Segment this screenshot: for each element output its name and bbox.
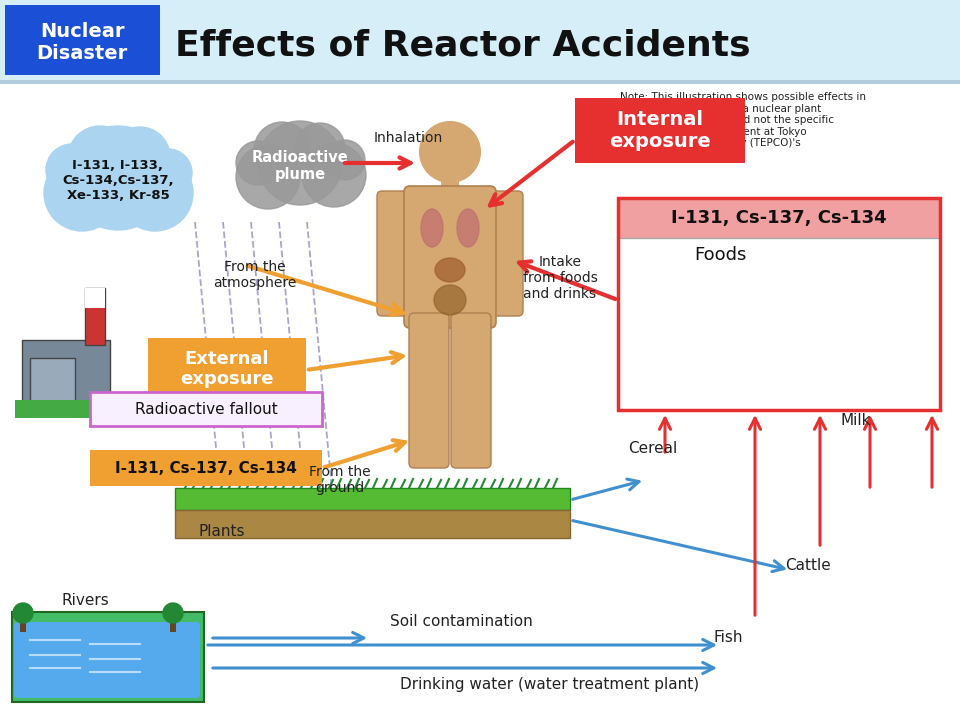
FancyBboxPatch shape <box>409 313 449 468</box>
Text: Fish: Fish <box>713 631 743 646</box>
Bar <box>15 400 120 418</box>
Bar <box>170 618 176 632</box>
Text: Plants: Plants <box>199 524 245 539</box>
Text: Cattle: Cattle <box>785 557 830 572</box>
Text: Soil contamination: Soil contamination <box>390 614 533 629</box>
Text: Note: This illustration shows possible effects in
general in the event of a nucl: Note: This illustration shows possible e… <box>620 92 866 160</box>
Circle shape <box>163 603 183 623</box>
Circle shape <box>46 144 98 196</box>
Text: Inhalation: Inhalation <box>373 131 443 145</box>
Bar <box>90 450 322 486</box>
Text: Radioactive fallout: Radioactive fallout <box>134 402 277 416</box>
Bar <box>175 488 570 510</box>
Circle shape <box>117 155 193 231</box>
Text: Intake
from foods
and drinks: Intake from foods and drinks <box>522 255 597 301</box>
Circle shape <box>68 126 132 190</box>
Ellipse shape <box>421 209 443 247</box>
FancyBboxPatch shape <box>404 186 496 328</box>
Text: Milk: Milk <box>841 413 872 428</box>
Circle shape <box>420 122 480 182</box>
Text: From the
atmosphere: From the atmosphere <box>213 260 297 290</box>
Text: Nuclear
Disaster: Nuclear Disaster <box>36 22 128 63</box>
Bar <box>175 510 570 538</box>
Circle shape <box>110 127 170 187</box>
Circle shape <box>254 122 310 178</box>
Bar <box>12 612 204 702</box>
Circle shape <box>325 140 365 180</box>
Text: Cereal: Cereal <box>629 441 678 456</box>
FancyBboxPatch shape <box>14 622 200 698</box>
Bar <box>618 198 940 238</box>
FancyBboxPatch shape <box>451 313 491 468</box>
Ellipse shape <box>457 209 479 247</box>
Circle shape <box>295 123 345 173</box>
Bar <box>85 288 105 345</box>
FancyBboxPatch shape <box>483 191 523 316</box>
Circle shape <box>44 155 120 231</box>
Bar <box>618 198 940 410</box>
Circle shape <box>66 126 170 230</box>
Bar <box>441 180 459 192</box>
Text: Foods: Foods <box>694 246 746 264</box>
Bar <box>30 358 75 405</box>
Ellipse shape <box>434 285 466 315</box>
Ellipse shape <box>435 258 465 282</box>
Bar <box>20 618 26 632</box>
Circle shape <box>144 149 192 197</box>
Text: Rivers: Rivers <box>61 593 108 608</box>
Circle shape <box>258 121 342 205</box>
Bar <box>22 340 110 405</box>
Circle shape <box>236 145 300 209</box>
Bar <box>618 238 940 410</box>
Bar <box>0 80 960 84</box>
Circle shape <box>302 143 366 207</box>
Bar <box>85 288 105 308</box>
Bar <box>0 0 960 80</box>
Text: From the
ground: From the ground <box>309 465 371 495</box>
Bar <box>5 5 160 75</box>
Text: Effects of Reactor Accidents: Effects of Reactor Accidents <box>175 28 751 62</box>
FancyBboxPatch shape <box>377 191 417 316</box>
Bar <box>575 98 745 163</box>
Text: External
exposure: External exposure <box>180 350 274 388</box>
Text: I-131, Cs-137, Cs-134: I-131, Cs-137, Cs-134 <box>671 209 887 227</box>
Text: Drinking water (water treatment plant): Drinking water (water treatment plant) <box>400 678 699 693</box>
Circle shape <box>236 141 280 185</box>
Circle shape <box>13 603 33 623</box>
Text: Radioactive
plume: Radioactive plume <box>252 150 348 182</box>
Bar <box>148 338 306 400</box>
Text: Internal
exposure: Internal exposure <box>610 109 710 150</box>
Bar <box>90 392 322 426</box>
Text: I-131, Cs-137, Cs-134: I-131, Cs-137, Cs-134 <box>115 461 297 475</box>
Text: I-131, I-133,
Cs-134,Cs-137,
Xe-133, Kr-85: I-131, I-133, Cs-134,Cs-137, Xe-133, Kr-… <box>62 158 174 202</box>
